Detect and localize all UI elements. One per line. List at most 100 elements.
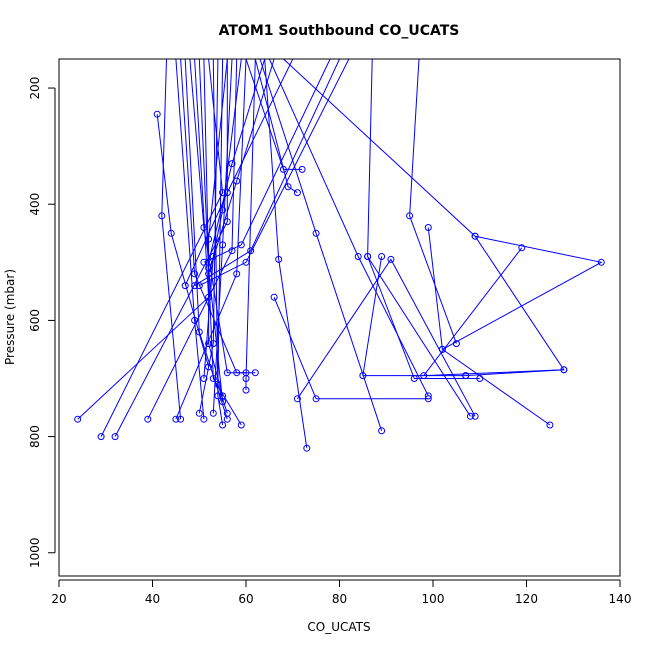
y-tick-label: 400 [28,193,42,216]
data-point [167,229,175,237]
data-point [205,363,213,371]
axes: 20 40 60 80 100 120 140 200 400 600 800 1000 [28,77,631,606]
series-line [367,59,471,417]
series-line [296,258,476,417]
data-point [233,270,241,278]
y-tick-label: 1000 [28,537,42,568]
data-point [471,232,479,240]
y-axis-label: Pressure (mbar) [3,269,17,365]
series-line [212,59,224,426]
data-point [177,415,185,423]
data-point [284,183,292,191]
data-point [560,366,568,374]
x-axis-label: CO_UCATS [307,620,370,634]
data-point [471,412,479,420]
data-point [209,375,217,382]
data-point [438,345,446,353]
series-line [217,59,228,414]
data-point [242,258,250,266]
data-point [191,270,199,278]
data-point [228,160,236,168]
chart-title: ATOM1 Southbound CO_UCATS [219,23,460,39]
data-point [144,415,152,423]
series-line [198,59,242,426]
series-line [184,59,294,286]
series-line [175,59,205,420]
series-line [409,59,457,344]
x-tick-label: 120 [515,592,538,606]
data-point [195,282,203,290]
data-point [158,212,166,220]
series-line [212,59,233,414]
data-point [424,395,432,403]
data-point [223,369,231,377]
series-line [259,59,383,431]
series-line [254,59,298,194]
series-line [199,59,350,287]
data-point [219,241,227,249]
data-point [354,253,362,260]
data-point [424,224,432,231]
data-point [466,412,474,420]
data-point [312,229,320,237]
series-line [175,59,247,420]
data-point [172,415,180,423]
data-point [181,282,189,290]
data-point [597,258,605,266]
series-line [273,297,429,400]
data-point [200,375,208,382]
data-point [209,253,217,260]
series-line [268,59,429,397]
x-tick-label: 80 [332,592,347,606]
data-point [378,253,386,260]
data-point [303,444,311,452]
series-line [114,59,228,437]
data-point [97,433,105,441]
data-point [293,395,301,403]
data-point [214,392,222,400]
series-line [203,59,242,379]
data-point [205,340,213,348]
series-line [180,59,256,374]
data-point [233,369,241,377]
series-line [362,256,466,377]
data-point [518,244,526,252]
y-tick-label: 800 [28,425,42,448]
data-point [364,253,372,260]
data-point [200,258,208,266]
data-point [74,415,82,423]
series-line [161,59,182,420]
data-point [312,395,320,403]
data-point [219,392,227,400]
y-tick-label: 200 [28,77,42,100]
series-line [367,256,480,379]
plot-frame [58,58,621,577]
data-point [191,282,199,290]
series-line [194,59,340,287]
data-point [406,212,414,220]
data-point [298,165,306,173]
y-tick-label: 600 [28,309,42,332]
x-tick-label: 60 [238,592,253,606]
series-line [208,59,228,397]
data-point [237,421,245,429]
x-tick-label: 100 [422,592,445,606]
data-point [420,372,428,380]
series-line [264,59,308,449]
series-line [422,247,564,377]
data-point [209,409,217,417]
x-tick-label: 20 [51,592,66,606]
data-point [359,372,367,380]
data-point [233,177,241,185]
data-point [275,255,283,263]
series-line [198,59,219,414]
series-line [245,59,256,391]
data-point [223,409,231,417]
series-line [208,59,275,275]
series-line [100,59,224,437]
data-point [153,110,161,118]
x-tick-label: 40 [145,592,160,606]
data-point [219,206,227,214]
data-point [387,255,395,263]
series-line [283,59,565,377]
